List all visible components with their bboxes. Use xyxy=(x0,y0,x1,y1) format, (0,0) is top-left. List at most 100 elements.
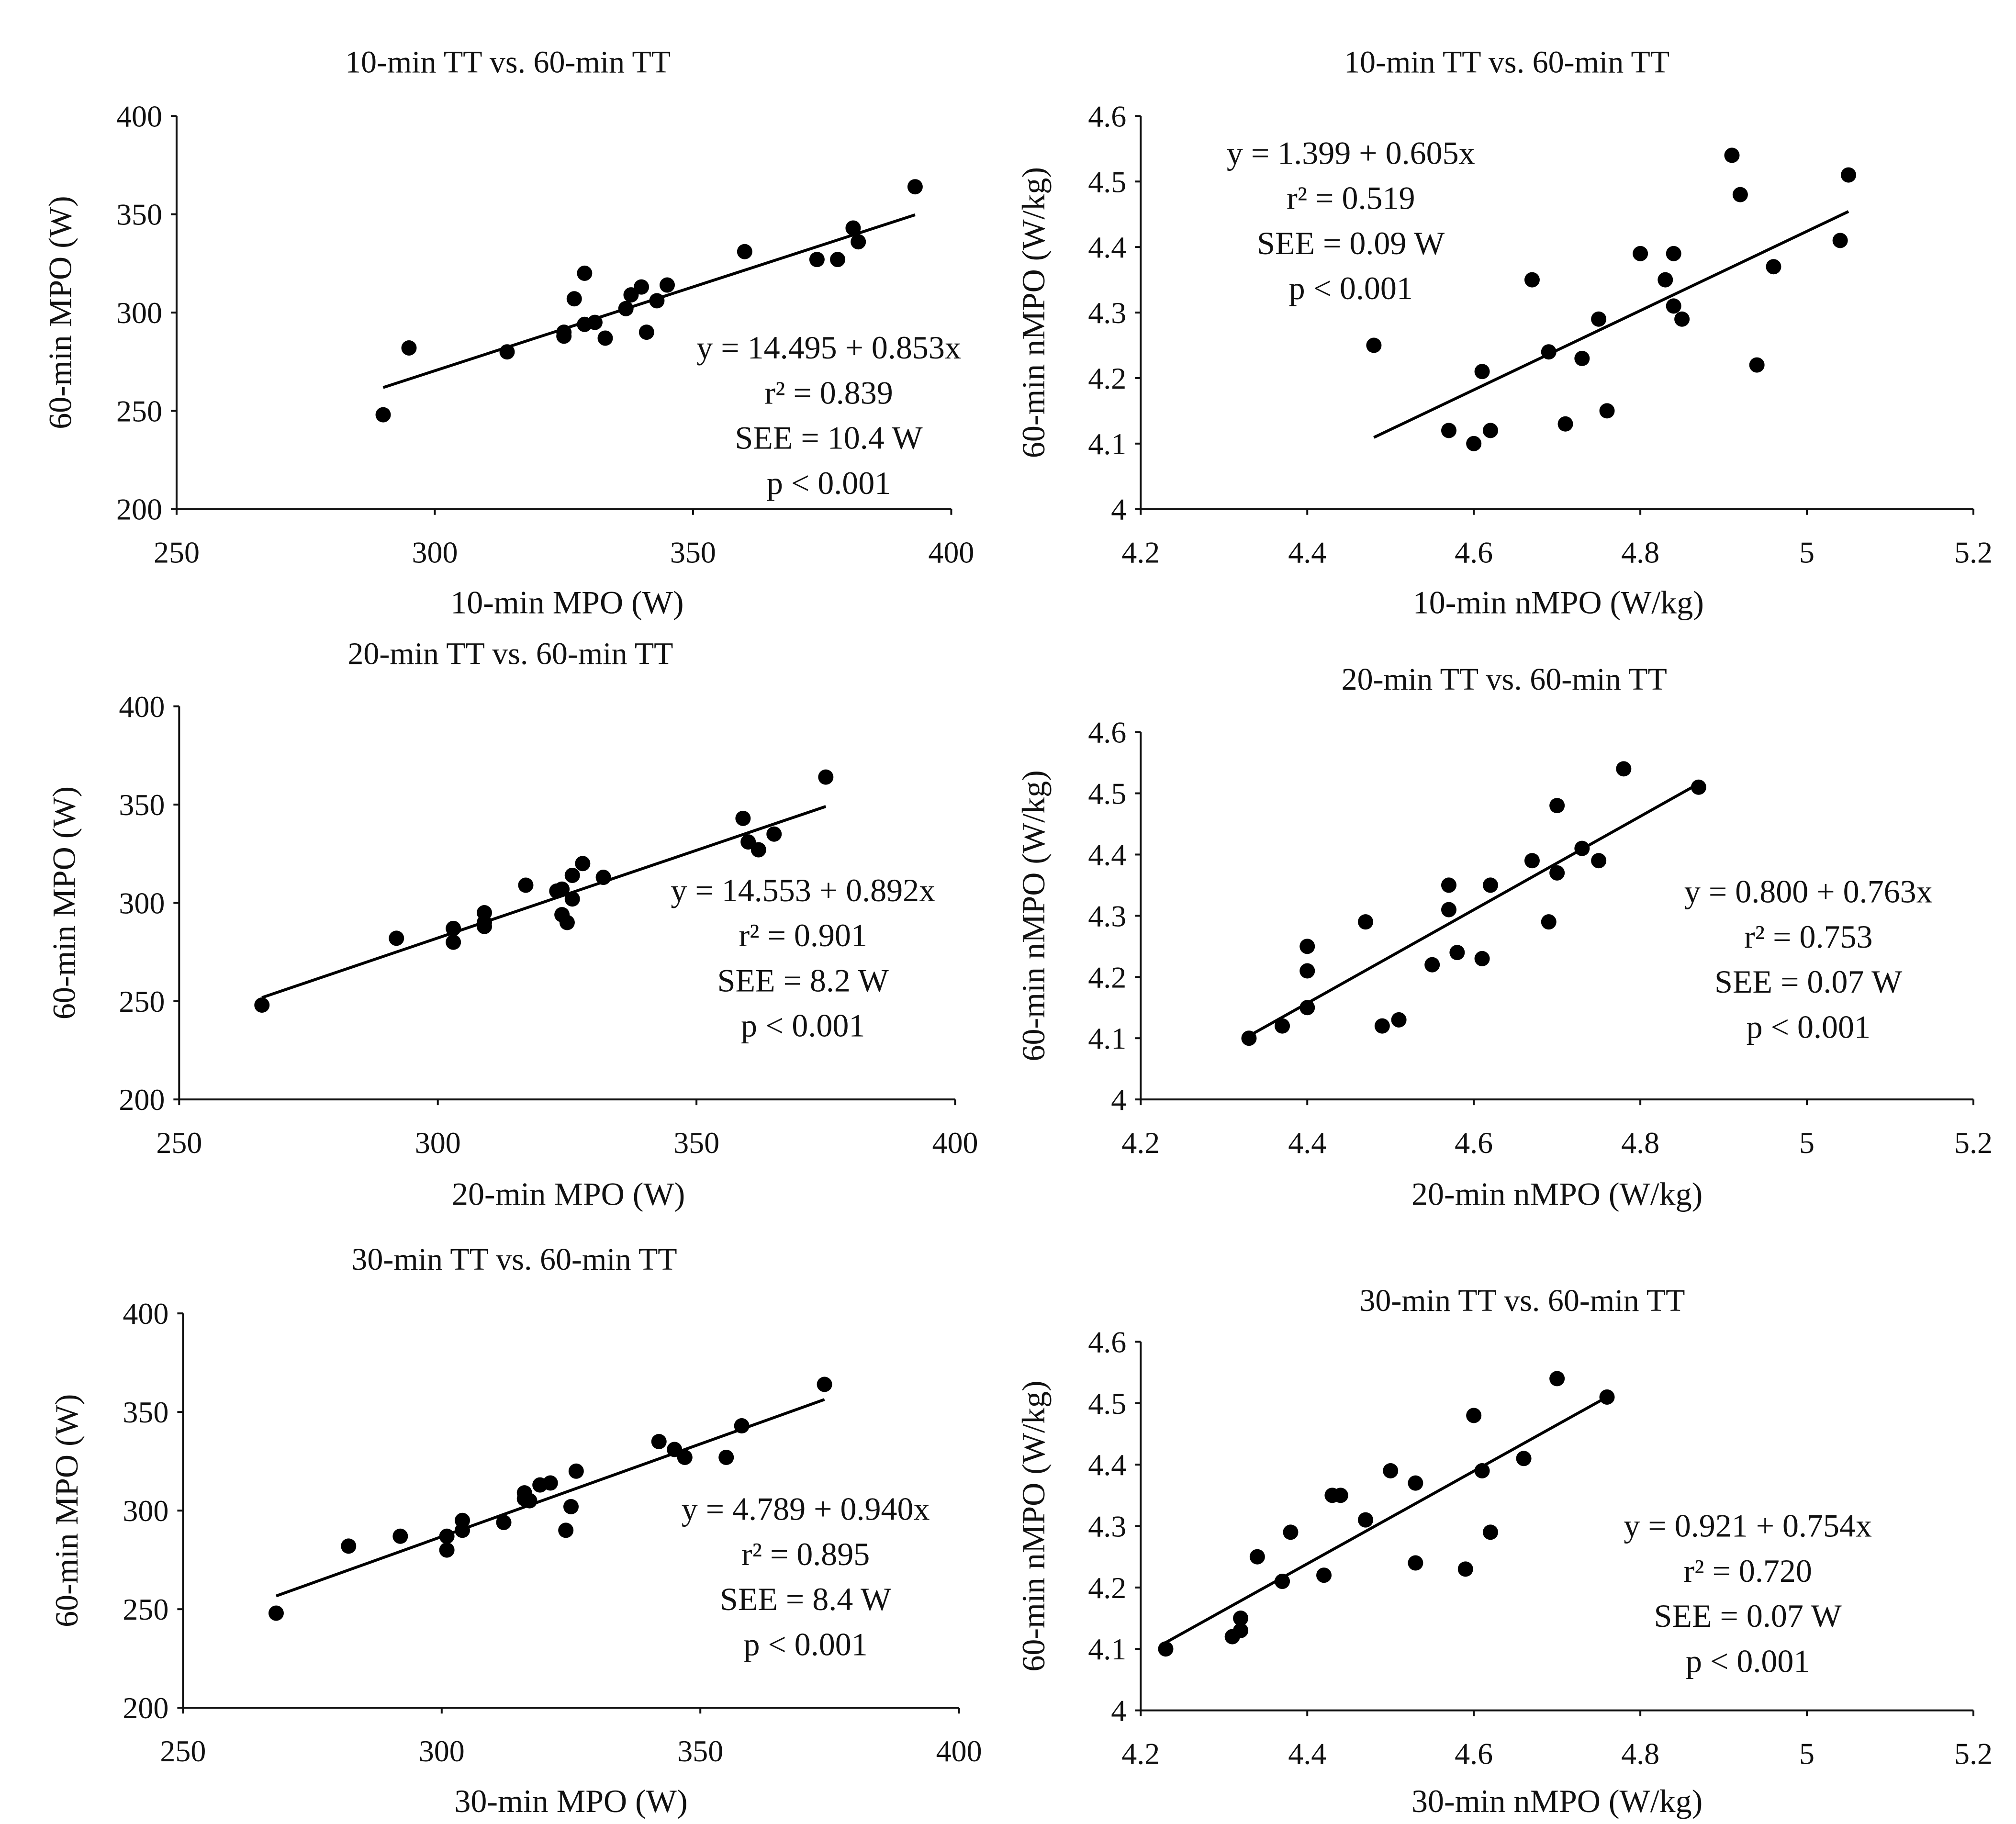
x-tick-label: 4.6 xyxy=(1455,536,1493,570)
data-point xyxy=(649,293,665,309)
data-point xyxy=(1557,416,1573,432)
y-axis-label: 60-min nMPO (W/kg) xyxy=(1015,770,1052,1061)
y-tick-label: 400 xyxy=(119,690,165,724)
data-point xyxy=(566,291,582,307)
data-point xyxy=(735,810,751,826)
data-point xyxy=(1441,423,1456,438)
x-tick-label: 4.2 xyxy=(1121,536,1160,570)
y-tick-label: 400 xyxy=(123,1297,168,1331)
data-point xyxy=(564,891,580,907)
regression-stat-line: p < 0.001 xyxy=(767,465,891,501)
data-point xyxy=(1549,798,1565,814)
data-point xyxy=(737,244,752,259)
x-tick-label: 5.2 xyxy=(1954,1126,1993,1160)
data-point xyxy=(446,934,461,950)
data-point xyxy=(734,1418,750,1434)
y-tick-label: 300 xyxy=(123,1494,168,1528)
x-axis-label: 30-min MPO (W) xyxy=(454,1783,687,1819)
data-point xyxy=(556,328,572,344)
data-point xyxy=(1574,350,1590,366)
data-point xyxy=(1408,1475,1423,1491)
x-axis-label: 10-min MPO (W) xyxy=(450,584,683,621)
y-tick-label: 4.5 xyxy=(1088,165,1126,199)
data-point xyxy=(558,1522,574,1538)
chart-panel-3: 20-min TT vs. 60-min TT 200 250 300 350 400 25… xyxy=(46,636,978,1212)
data-point xyxy=(455,1522,470,1538)
y-tick-label: 4 xyxy=(1111,1694,1126,1728)
data-point xyxy=(1549,1371,1565,1387)
y-tick-label: 400 xyxy=(116,99,162,133)
y-tick-label: 4.2 xyxy=(1088,361,1126,395)
data-point xyxy=(563,1499,579,1514)
data-point xyxy=(1408,1555,1423,1571)
data-point xyxy=(1841,167,1857,183)
y-tick-label: 250 xyxy=(116,394,162,428)
data-point xyxy=(375,407,391,423)
x-tick-label: 300 xyxy=(415,1126,461,1160)
data-point xyxy=(1441,902,1456,918)
data-point xyxy=(254,997,270,1013)
data-point xyxy=(341,1538,357,1554)
regression-stat-line: p < 0.001 xyxy=(1289,270,1413,306)
chart-panel-6: 30-min TT vs. 60-min TT 4 4.1 4.2 4.3 4.4 4.5 4… xyxy=(1015,1283,1993,1819)
data-point xyxy=(1474,364,1490,380)
data-point xyxy=(1474,1463,1490,1478)
x-tick-label: 5.2 xyxy=(1954,536,1993,570)
y-tick-label: 4.4 xyxy=(1088,230,1126,264)
x-tick-label: 400 xyxy=(932,1126,978,1160)
data-point xyxy=(817,1376,832,1392)
y-tick-label: 4.5 xyxy=(1088,1387,1126,1421)
trendline xyxy=(1165,1396,1608,1644)
data-point xyxy=(845,220,861,236)
data-point xyxy=(818,769,834,785)
x-tick-label: 4.6 xyxy=(1455,1126,1493,1160)
data-point xyxy=(401,340,417,356)
chart-panel-4: 20-min TT vs. 60-min TT 4 4.1 4.2 4.3 4.4 4.5 4… xyxy=(1015,662,1993,1212)
data-point xyxy=(542,1475,558,1491)
data-point xyxy=(1516,1451,1532,1466)
regression-stat-line: SEE = 0.07 W xyxy=(1714,963,1903,1000)
x-tick-label: 4.6 xyxy=(1455,1737,1493,1771)
regression-stat-line: r² = 0.839 xyxy=(764,374,893,411)
data-point xyxy=(564,867,580,883)
data-point xyxy=(1299,1000,1315,1016)
data-point xyxy=(392,1528,408,1544)
x-tick-label: 350 xyxy=(673,1126,719,1160)
data-point xyxy=(1249,1549,1265,1565)
data-point xyxy=(1666,246,1681,261)
regression-stat-line: r² = 0.519 xyxy=(1287,180,1415,216)
y-tick-label: 4.2 xyxy=(1088,1571,1126,1605)
x-axis-label: 10-min nMPO (W/kg) xyxy=(1413,584,1704,621)
data-point xyxy=(1591,311,1607,327)
x-tick-label: 4.8 xyxy=(1621,1737,1659,1771)
x-tick-label: 5 xyxy=(1799,1737,1814,1771)
regression-stat-line: y = 0.800 + 0.763x xyxy=(1684,873,1933,910)
x-tick-label: 250 xyxy=(156,1126,202,1160)
data-point xyxy=(1241,1030,1257,1046)
x-tick-label: 5.2 xyxy=(1954,1737,1993,1771)
x-tick-label: 4.8 xyxy=(1621,536,1659,570)
data-point xyxy=(1599,1389,1615,1405)
y-tick-label: 4.4 xyxy=(1088,1448,1126,1482)
y-tick-label: 4.6 xyxy=(1088,1325,1126,1359)
data-point xyxy=(618,301,634,316)
data-point xyxy=(809,252,825,268)
data-point xyxy=(1275,1018,1290,1034)
y-tick-label: 300 xyxy=(119,886,165,920)
data-point xyxy=(1674,311,1690,327)
data-point xyxy=(554,881,570,897)
data-point xyxy=(1283,1524,1299,1540)
data-point xyxy=(1732,187,1748,202)
y-tick-label: 4.1 xyxy=(1088,1632,1126,1666)
data-point xyxy=(1424,957,1440,973)
x-tick-label: 5 xyxy=(1799,1126,1814,1160)
y-tick-label: 4.1 xyxy=(1088,1021,1126,1055)
regression-stat-line: p < 0.001 xyxy=(743,1626,867,1662)
data-point xyxy=(518,877,534,893)
regression-stat-line: p < 0.001 xyxy=(1686,1643,1810,1679)
data-point xyxy=(587,314,603,330)
trendline xyxy=(382,213,916,389)
y-tick-label: 350 xyxy=(119,788,165,822)
chart-title: 10-min TT vs. 60-min TT xyxy=(1344,45,1669,79)
regression-stat-line: SEE = 0.07 W xyxy=(1654,1598,1842,1634)
